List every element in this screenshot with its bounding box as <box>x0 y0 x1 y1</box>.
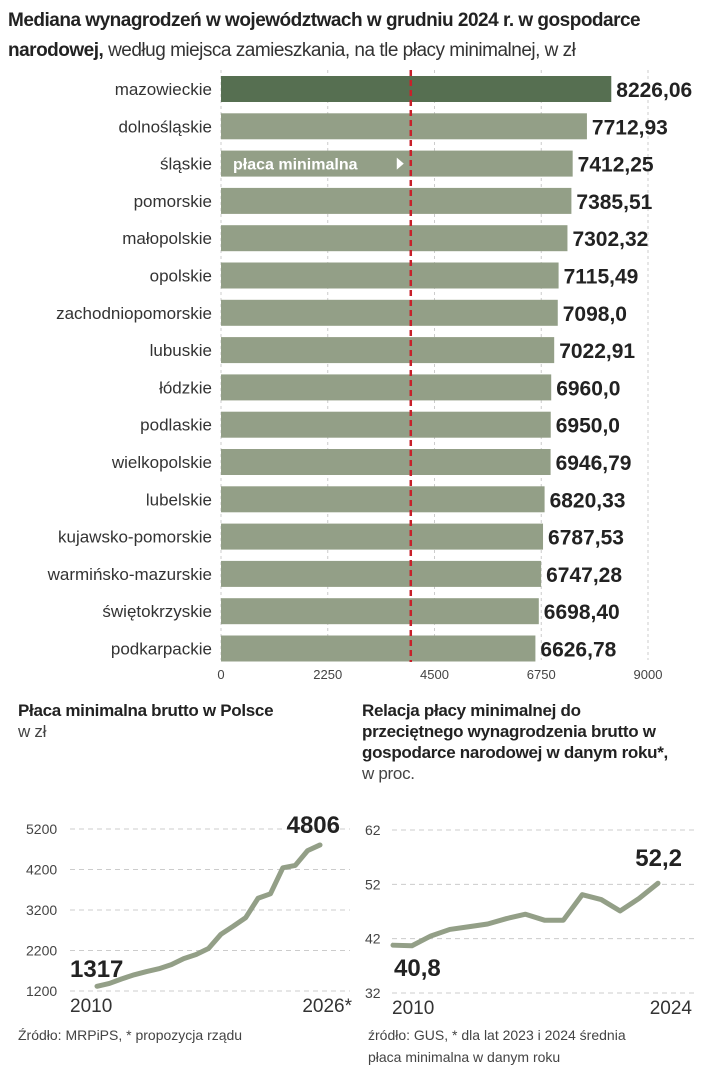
y-tick-label: 32 <box>365 985 381 1001</box>
category-label: opolskie <box>150 267 212 286</box>
bar <box>221 635 536 662</box>
x-label-end: 2024 <box>650 998 693 1019</box>
line-chart-min-wage: 5200 4200 3200 2200 1200 2010 2026* 1317 4806 <box>26 812 353 1017</box>
category-label: pomorskie <box>134 192 212 211</box>
x-label-end: 2026* <box>302 996 352 1017</box>
value-label: 6698,40 <box>544 601 620 624</box>
end-value-label: 52,2 <box>635 845 682 872</box>
y-tick-label: 5200 <box>26 821 57 837</box>
start-value-label: 1317 <box>70 956 123 983</box>
x-tick-label: 4500 <box>420 667 449 682</box>
bar <box>221 374 552 401</box>
x-tick-label: 6750 <box>527 667 556 682</box>
source-right: źródło: GUS, * dla lat 2023 i 2024 średn… <box>368 1027 626 1065</box>
value-label: 6626,78 <box>540 639 616 662</box>
bar <box>221 598 539 625</box>
value-label: 6946,79 <box>556 452 632 475</box>
category-label: dolnośląskie <box>118 117 212 136</box>
x-label-start: 2010 <box>70 996 112 1017</box>
x-tick-label: 0 <box>217 667 224 682</box>
value-label: 6787,53 <box>548 527 624 550</box>
y-tick-label: 3200 <box>26 902 57 918</box>
data-line <box>94 842 323 989</box>
y-tick-label: 62 <box>365 822 381 838</box>
value-label: 7412,25 <box>578 154 654 177</box>
category-label: zachodniopomorskie <box>56 304 212 323</box>
x-tick-label: 9000 <box>634 667 663 682</box>
value-label: 6960,0 <box>556 377 620 400</box>
value-label: 6820,33 <box>550 489 626 512</box>
start-value-label: 40,8 <box>394 955 441 982</box>
category-label: lubuskie <box>150 341 212 360</box>
value-label: 7022,91 <box>559 340 635 363</box>
category-label: mazowieckie <box>115 80 212 99</box>
y-tick-label: 4200 <box>26 862 57 878</box>
bar <box>221 523 544 550</box>
category-label: podkarpackie <box>111 640 212 659</box>
x-tick-label: 2250 <box>313 667 342 682</box>
y-tick-label: 52 <box>365 876 381 892</box>
end-value-label: 4806 <box>287 812 340 839</box>
bar <box>221 187 572 214</box>
bar <box>221 225 568 252</box>
data-line <box>390 880 661 949</box>
value-label: 6950,0 <box>556 415 620 438</box>
category-label: świętokrzyskie <box>102 602 212 621</box>
value-label: 7098,0 <box>563 303 627 326</box>
bar <box>221 486 545 513</box>
bar <box>221 560 542 587</box>
line-chart-2-title: Relacja płacy minimalnej do przeciętnego… <box>362 701 668 783</box>
category-label: śląskie <box>160 155 212 174</box>
category-label: wielkopolskie <box>111 453 212 472</box>
line-chart-ratio: 62 52 42 32 2010 2024 40,8 52,2 <box>365 822 695 1019</box>
value-label: 6747,28 <box>546 564 622 587</box>
line-chart-1-title: Płaca minimalna brutto w Polsce w zł <box>18 701 274 741</box>
category-label: kujawsko-pomorskie <box>58 528 212 547</box>
bar <box>221 449 551 475</box>
bar <box>221 262 559 289</box>
source-left: Źródło: MRPiPS, * propozycja rządu <box>18 1027 243 1043</box>
bar <box>221 113 587 140</box>
y-tick-label: 1200 <box>26 983 57 999</box>
bar <box>221 411 551 438</box>
bar <box>221 299 558 326</box>
arrow-icon <box>396 157 404 170</box>
y-tick-label: 2200 <box>26 943 57 959</box>
value-label: 7385,51 <box>576 191 652 214</box>
title-subtitle: według miejsca zamieszkania, na tle płac… <box>103 40 576 61</box>
category-label: łódzkie <box>159 378 212 397</box>
category-label: podlaskie <box>140 416 212 435</box>
x-label-start: 2010 <box>392 998 434 1019</box>
category-label: lubelskie <box>146 490 212 509</box>
value-label: 7712,93 <box>592 116 668 139</box>
min-wage-label: płaca minimalna <box>233 157 358 174</box>
value-label: 7115,49 <box>564 266 639 289</box>
y-tick-label: 42 <box>365 931 381 947</box>
main-title: Mediana wynagrodzeń w województwach w gr… <box>8 6 698 66</box>
title-bold: Mediana wynagrodzeń w województwach w gr… <box>8 10 641 61</box>
category-label: warmińsko-mazurskie <box>47 565 212 584</box>
value-label: 7302,32 <box>572 228 648 251</box>
bar <box>221 337 555 364</box>
bar <box>221 76 612 102</box>
category-label: małopolskie <box>122 229 212 248</box>
bar-chart: 0 2250 4500 6750 9000 mazowieckie 8226,06 dolno… <box>47 70 692 682</box>
value-label: 8226,06 <box>616 79 692 102</box>
